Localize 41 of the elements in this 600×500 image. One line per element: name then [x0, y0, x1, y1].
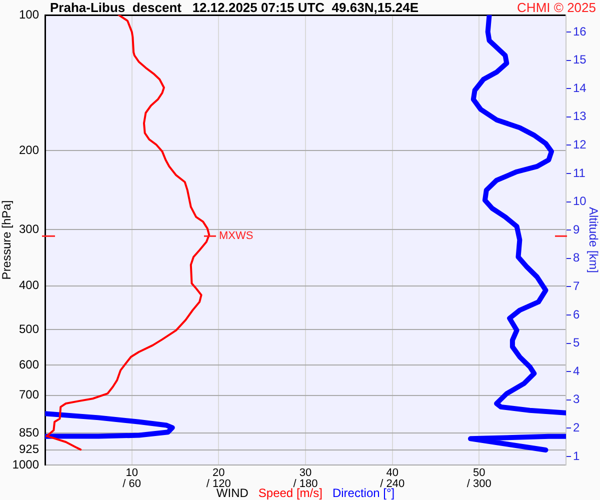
y2-tick-label: 13: [573, 109, 587, 124]
y2-axis-title: Altitude [km]: [586, 206, 600, 274]
y2-tick-label: 11: [573, 166, 586, 180]
y-axis-title: Pressure [hPa]: [0, 200, 14, 280]
x2-tick-label: / 60: [122, 478, 142, 490]
y2-tick-label: 5: [573, 336, 580, 350]
y-tick-label: 1000: [12, 457, 40, 472]
x-tick-label: 50: [473, 467, 486, 480]
y2-tick-label: 2: [573, 420, 580, 435]
text: Direction [°]: [332, 486, 395, 500]
y2-tick-label: 9: [573, 222, 580, 236]
y2-tick-label: 12: [573, 138, 587, 152]
y2-tick-label: 8: [573, 250, 580, 265]
x-axis-title: WIND: [216, 486, 248, 500]
y2-tick-label: 10: [573, 194, 587, 208]
y-tick-label: 300: [18, 222, 40, 236]
y-tick-label: 850: [18, 426, 40, 440]
y2-tick-label: 3: [573, 392, 580, 406]
y2-tick-label: 4: [573, 364, 580, 378]
y2-tick-label: 15: [573, 52, 587, 67]
x-tick-label: 40: [386, 467, 398, 480]
y-tick-label: 400: [18, 278, 40, 292]
y-tick-label: 925: [18, 442, 40, 456]
x-tick-label: 10: [126, 467, 138, 480]
y-tick-label: 700: [18, 388, 40, 402]
y-tick-label: 600: [18, 357, 40, 372]
text: Speed [m/s]: [258, 486, 322, 500]
y2-tick-label: 1: [573, 448, 580, 463]
annotation: CHMI © 2025: [517, 0, 596, 15]
chart-title: Praha-Libus descent 12.12.2025 07:15 UTC 49.63N,15.24E: [50, 0, 419, 15]
x-tick-label: 20: [212, 467, 225, 480]
x-tick-label: 30: [299, 467, 312, 480]
annotation: MXWS: [218, 230, 254, 242]
y2-tick-label: 7: [573, 279, 580, 294]
y2-tick-label: 16: [573, 24, 587, 38]
y2-tick-label: 6: [573, 307, 580, 322]
y-tick-label: 100: [18, 7, 40, 22]
y-tick-label: 500: [18, 322, 40, 336]
y2-tick-label: 14: [573, 80, 587, 95]
x2-tick-label: / 300: [466, 478, 492, 490]
y-tick-label: 200: [18, 142, 40, 157]
